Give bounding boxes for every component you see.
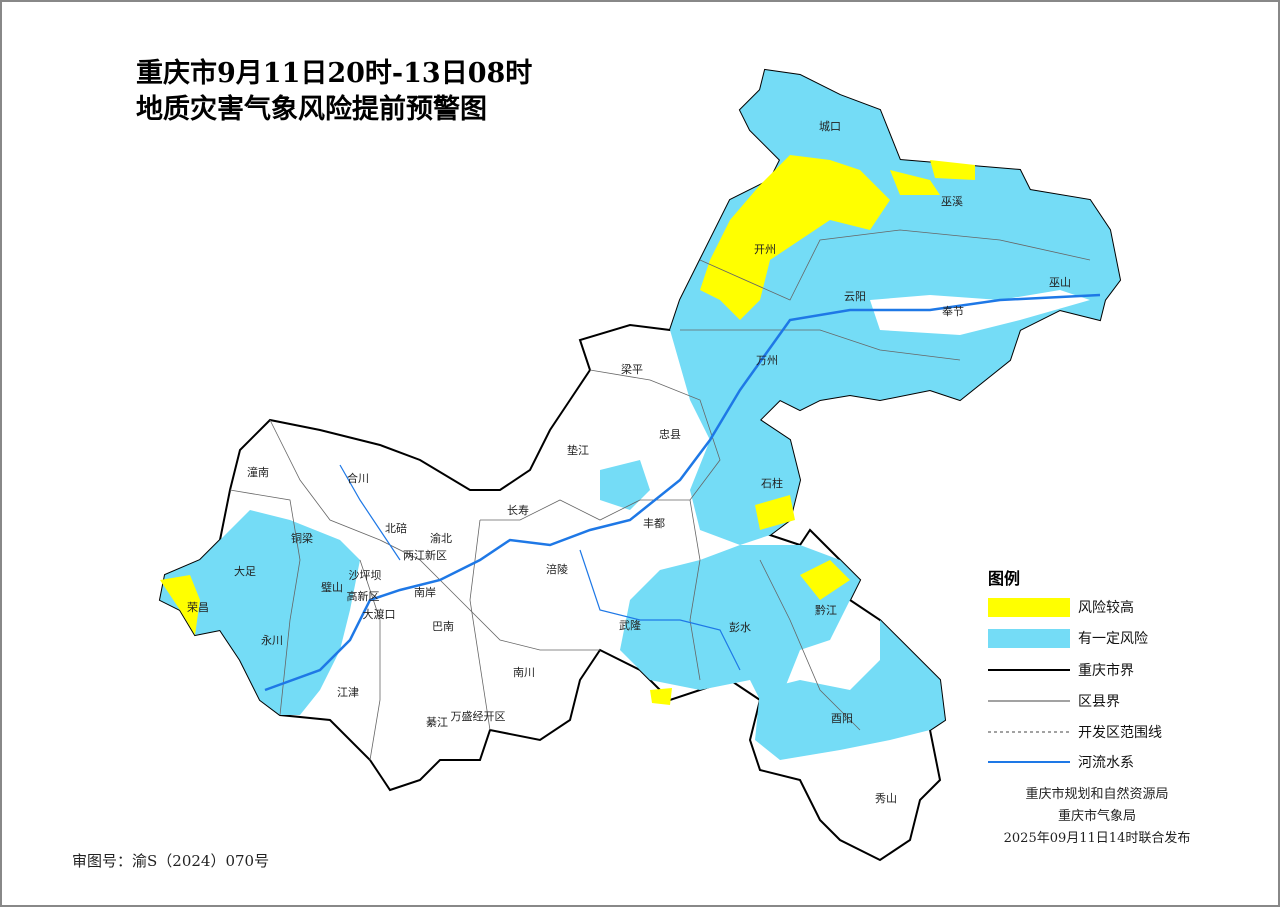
legend-label: 有一定风险: [1078, 631, 1148, 647]
district-labels: 城口 巫溪 开州 云阳 奉节 巫山 万州 梁平 忠县 垫江 石柱 长寿 丰都 涪…: [187, 120, 1071, 805]
district-label: 长寿: [507, 503, 529, 517]
district-label: 璧山: [321, 580, 343, 594]
district-label: 石柱: [761, 476, 783, 490]
publisher: 重庆市规划和自然资源局: [1025, 786, 1168, 802]
district-label: 城口: [819, 120, 841, 133]
county-boundaries: [229, 229, 1091, 761]
district-label: 大渡口: [363, 607, 396, 621]
river: [339, 464, 741, 671]
district-label: 彭水: [729, 620, 751, 634]
district-label: 巴南: [432, 620, 454, 633]
district-label: 垫江: [567, 443, 589, 457]
district-label: 开州: [754, 243, 776, 256]
risk-area-yellow: [700, 155, 890, 320]
district-label: 云阳: [844, 290, 866, 303]
risk-area-blue: [600, 460, 650, 510]
approval-number: 审图号：渝S（2024）070号: [72, 852, 269, 870]
legend-label: 开发区范围线: [1078, 724, 1162, 741]
publish-time: 2025年09月11日14时联合发布: [1004, 830, 1191, 846]
district-label: 大足: [234, 564, 256, 578]
district-label: 武隆: [619, 618, 641, 632]
district-label: 江津: [337, 686, 359, 699]
legend-label: 风险较高: [1078, 599, 1134, 616]
risk-area-blue: [160, 510, 360, 715]
district-label: 梁平: [621, 362, 643, 376]
district-label: 秀山: [875, 792, 897, 805]
district-label: 巫溪: [941, 195, 963, 208]
legend: 图例 风险较高 有一定风险 重庆市界 区县界 开发区范围线 河流水系: [988, 569, 1162, 771]
district-label: 酉阳: [831, 712, 853, 725]
district-label: 铜梁: [291, 531, 313, 545]
district-label: 永川: [261, 633, 283, 647]
publisher: 重庆市气象局: [1058, 808, 1136, 824]
legend-label: 河流水系: [1078, 755, 1134, 771]
low-area: [870, 290, 1090, 335]
district-label: 合川: [347, 471, 369, 485]
district-label: 南川: [513, 666, 535, 679]
risk-area-blue: [755, 620, 945, 760]
legend-swatch: [988, 629, 1070, 648]
legend-title: 图例: [988, 569, 1020, 588]
legend-label: 重庆市界: [1078, 662, 1134, 679]
district-label: 万州: [756, 354, 778, 367]
title-line: 重庆市9月11日20时-13日08时: [136, 57, 532, 89]
district-label: 奉节: [942, 304, 964, 318]
legend-label: 区县界: [1078, 694, 1120, 710]
district-label: 高新区: [347, 589, 380, 603]
district-label: 黔江: [815, 603, 837, 617]
district-label: 沙坪坝: [349, 568, 382, 582]
district-label: 巫山: [1049, 276, 1071, 289]
title-line: 地质灾害气象风险提前预警图: [136, 93, 487, 125]
district-label: 北碚: [385, 521, 407, 535]
district-label: 綦江: [426, 716, 448, 729]
legend-swatch: [988, 598, 1070, 617]
map: [158, 68, 1122, 862]
district-label: 荣昌: [187, 601, 209, 614]
risk-area-blue: [620, 545, 860, 700]
district-label: 万盛经开区: [451, 709, 506, 723]
district-label: 两江新区: [403, 548, 447, 562]
district-label: 涪陵: [546, 562, 568, 576]
district-label: 南岸: [414, 586, 436, 599]
district-label: 丰都: [643, 517, 665, 530]
district-label: 忠县: [659, 428, 681, 441]
river: [264, 293, 1101, 692]
district-label: 潼南: [247, 465, 269, 479]
district-label: 渝北: [430, 531, 452, 545]
